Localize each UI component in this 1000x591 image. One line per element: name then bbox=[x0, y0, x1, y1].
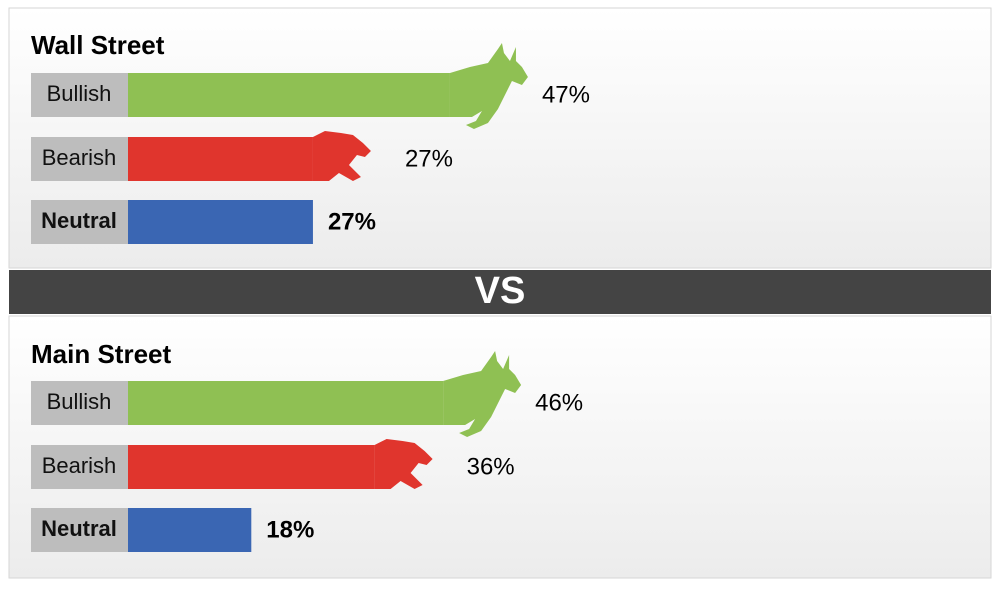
category-label: Bullish bbox=[47, 81, 112, 106]
category-box bbox=[31, 73, 128, 117]
bar bbox=[128, 137, 313, 181]
category-label: Bullish bbox=[47, 389, 112, 414]
bull-icon bbox=[443, 351, 522, 437]
bear-icon bbox=[374, 439, 433, 489]
bar bbox=[128, 445, 375, 489]
value-label: 46% bbox=[535, 389, 583, 416]
bar bbox=[128, 508, 252, 552]
panel-title: Main Street bbox=[31, 339, 171, 369]
category-box bbox=[31, 508, 128, 552]
category-label: Bearish bbox=[42, 145, 117, 170]
bull-icon bbox=[449, 43, 528, 129]
divider-text: VS bbox=[475, 270, 526, 312]
bar bbox=[128, 73, 450, 117]
bar bbox=[128, 200, 313, 244]
value-label: 27% bbox=[405, 145, 453, 172]
bear-icon bbox=[312, 131, 371, 181]
value-label: 36% bbox=[467, 453, 515, 480]
value-label: 47% bbox=[542, 81, 590, 108]
category-label: Neutral bbox=[41, 516, 117, 541]
category-box bbox=[31, 200, 128, 244]
category-box bbox=[31, 445, 128, 489]
value-label: 18% bbox=[266, 516, 314, 543]
panel-title: Wall Street bbox=[31, 30, 165, 60]
category-box bbox=[31, 137, 128, 181]
category-box bbox=[31, 381, 128, 425]
category-label: Bearish bbox=[42, 453, 117, 478]
divider-band bbox=[9, 270, 991, 314]
bar bbox=[128, 381, 444, 425]
category-label: Neutral bbox=[41, 208, 117, 233]
value-label: 27% bbox=[328, 208, 376, 235]
